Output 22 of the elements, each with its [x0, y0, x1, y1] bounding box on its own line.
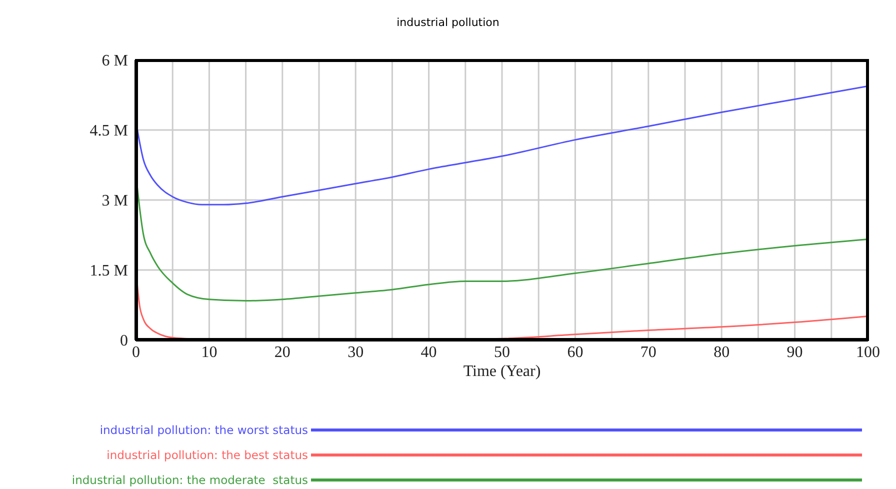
x-axis-title: Time (Year) [463, 363, 541, 380]
x-tick-label: 40 [420, 344, 438, 362]
y-tick-label: 4.5 M [90, 122, 128, 140]
y-tick-label: 6 M [102, 52, 128, 70]
x-tick-label: 60 [566, 344, 584, 362]
y-tick-label: 1.5 M [90, 262, 128, 280]
text: industrial pollution: the moderate status [70, 472, 308, 486]
x-tick-label: 70 [639, 344, 658, 362]
x-tick-label: 10 [200, 344, 218, 362]
x-tick-label: 0 [132, 344, 140, 361]
x-tick-label: 80 [712, 344, 731, 362]
x-tick-label: 30 [346, 344, 365, 362]
y-tick-label: 3 M [102, 192, 128, 210]
text: industrial pollution: the worst status [98, 422, 308, 436]
x-tick-label: 100 [855, 344, 881, 362]
chart-title: industrial pollution [396, 16, 500, 29]
line-series [136, 85, 868, 206]
text: industrial pollution: the best status [106, 448, 308, 462]
x-tick-label: 90 [786, 344, 804, 362]
y-tick-label: 0 [120, 332, 128, 350]
x-tick-label: 20 [273, 344, 292, 362]
x-tick-label: 50 [493, 344, 511, 362]
